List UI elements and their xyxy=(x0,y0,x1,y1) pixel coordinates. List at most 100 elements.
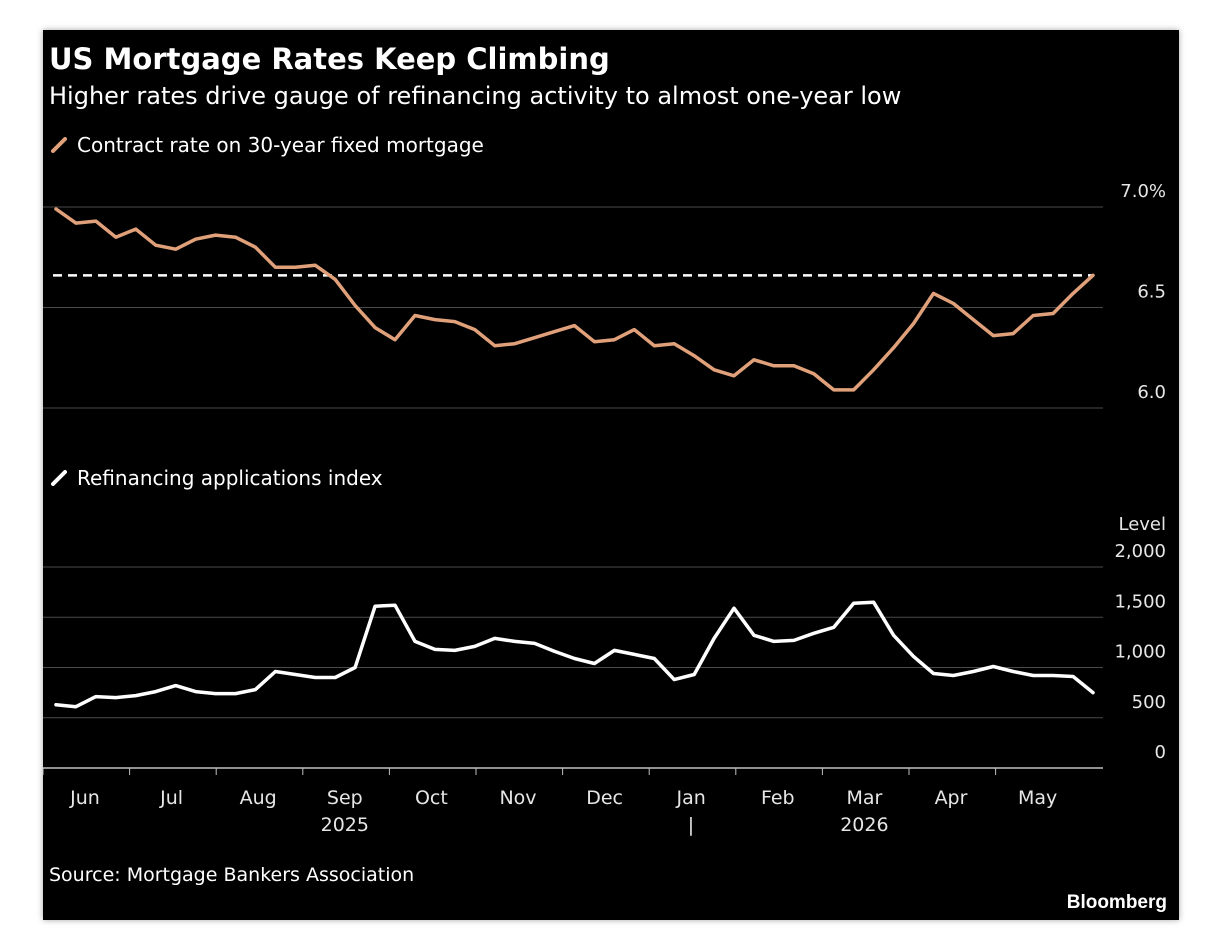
y-tick-label: 6.0 xyxy=(1137,382,1166,403)
data-point xyxy=(672,678,676,682)
data-point xyxy=(313,676,317,680)
data-point xyxy=(194,237,198,241)
data-point xyxy=(54,703,58,707)
y-tick-label: 1,500 xyxy=(1114,591,1166,612)
data-point xyxy=(872,368,876,372)
data-point xyxy=(812,372,816,376)
data-point xyxy=(752,633,756,637)
data-point xyxy=(413,639,417,643)
data-point xyxy=(573,656,576,660)
data-point xyxy=(114,696,118,700)
data-point xyxy=(892,633,896,637)
y-tick-label: 2,000 xyxy=(1114,541,1166,562)
y-tick-label: 6.5 xyxy=(1137,282,1166,303)
data-point xyxy=(233,235,237,239)
data-point xyxy=(732,606,736,610)
source-note: Source: Mortgage Bankers Association xyxy=(49,864,415,886)
y-tick-label: 7.0% xyxy=(1120,181,1166,202)
data-point xyxy=(273,670,277,674)
data-point xyxy=(413,314,417,318)
data-point xyxy=(1051,312,1055,316)
legend-rate: Contract rate on 30-year fixed mortgage xyxy=(51,133,484,157)
data-point xyxy=(513,342,517,346)
data-point xyxy=(772,364,776,368)
data-point xyxy=(792,364,796,368)
chart-card: US Mortgage Rates Keep Climbing Higher r… xyxy=(43,30,1179,920)
data-point xyxy=(453,648,457,652)
data-point xyxy=(353,666,357,669)
data-point xyxy=(971,318,975,322)
data-point xyxy=(592,340,596,344)
data-point xyxy=(553,330,557,334)
data-point xyxy=(393,338,397,342)
data-point xyxy=(931,672,935,676)
data-point xyxy=(573,324,576,328)
x-tick-label: Apr xyxy=(935,787,968,809)
chart-title: US Mortgage Rates Keep Climbing xyxy=(49,42,610,76)
data-point xyxy=(214,692,218,696)
data-point xyxy=(1051,674,1055,678)
data-point xyxy=(732,374,736,378)
data-point xyxy=(273,265,277,269)
data-point xyxy=(752,358,756,362)
data-point xyxy=(253,688,257,692)
data-point xyxy=(233,692,237,696)
data-point xyxy=(1011,332,1015,336)
data-point xyxy=(872,600,876,604)
brand-logo: Bloomberg xyxy=(1066,892,1167,913)
x-tick-label: Jan xyxy=(676,787,706,809)
x-tick-label: May xyxy=(1018,787,1057,809)
data-point xyxy=(931,291,935,295)
data-point xyxy=(692,354,696,358)
legend-refi-swatch-icon xyxy=(51,470,67,486)
data-point xyxy=(214,233,218,237)
data-point xyxy=(473,644,477,648)
data-point xyxy=(1031,314,1035,318)
data-point xyxy=(353,303,357,307)
data-point xyxy=(832,388,836,392)
y-tick-label: 500 xyxy=(1132,692,1166,713)
year-divider: | xyxy=(688,814,694,836)
data-point xyxy=(433,318,437,322)
data-point xyxy=(672,342,676,346)
data-point xyxy=(333,676,337,680)
y-tick-label: 1,000 xyxy=(1114,642,1166,663)
data-point xyxy=(174,684,178,688)
data-point xyxy=(74,705,78,709)
data-point xyxy=(792,638,796,642)
data-point xyxy=(652,344,656,348)
data-point xyxy=(692,673,696,677)
data-point xyxy=(971,670,975,674)
data-point xyxy=(393,603,397,607)
x-tick-label: Jun xyxy=(69,787,100,809)
data-point xyxy=(114,235,118,239)
data-point xyxy=(1071,675,1075,679)
x-tick-label: Dec xyxy=(586,787,623,809)
legend-refi: Refinancing applications index xyxy=(51,466,383,490)
data-point xyxy=(652,656,656,660)
x-tick-label: Oct xyxy=(415,787,448,809)
data-point xyxy=(991,334,995,338)
data-point xyxy=(812,631,816,635)
rate-series-line xyxy=(54,207,1095,392)
data-point xyxy=(493,636,497,640)
data-point xyxy=(1011,670,1015,674)
data-point xyxy=(912,322,916,326)
data-point xyxy=(373,604,377,608)
data-point xyxy=(991,664,995,668)
data-point xyxy=(533,336,537,340)
data-point xyxy=(632,652,636,656)
data-point xyxy=(553,649,557,653)
data-point xyxy=(293,265,297,269)
data-point xyxy=(772,639,776,643)
data-point xyxy=(852,388,856,392)
refi-series-line xyxy=(54,600,1095,709)
y-unit-label: Level xyxy=(1118,514,1166,535)
data-point xyxy=(94,219,98,223)
data-point xyxy=(154,243,158,247)
data-point xyxy=(1091,691,1095,695)
x-tick-label: Sep xyxy=(327,787,363,809)
x-tick-label: Aug xyxy=(240,787,277,809)
data-point xyxy=(852,601,856,605)
data-point xyxy=(892,346,896,350)
